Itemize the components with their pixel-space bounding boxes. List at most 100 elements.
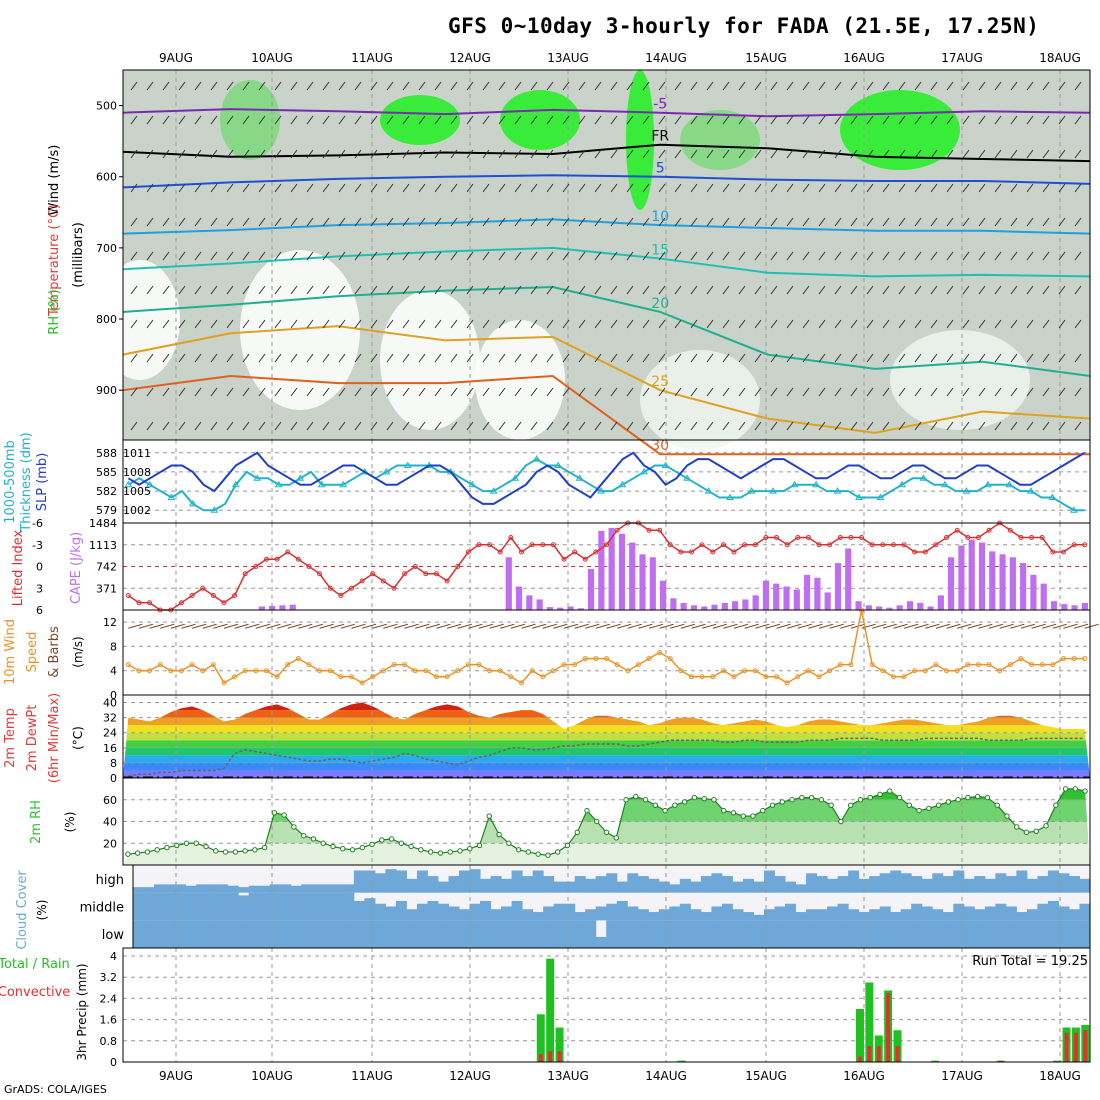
thickness-point bbox=[253, 474, 262, 481]
wind-barb bbox=[498, 81, 506, 91]
wind-speed-point bbox=[518, 680, 524, 686]
cloud-cell bbox=[732, 920, 744, 948]
surface-wind-barb bbox=[160, 623, 175, 629]
wind-barb bbox=[146, 183, 154, 193]
wind-barb bbox=[754, 81, 762, 91]
surface-wind-barb bbox=[404, 623, 419, 629]
surface-wind-barb bbox=[1010, 623, 1025, 629]
wind-barb bbox=[834, 251, 842, 261]
wind-barb bbox=[834, 183, 842, 193]
surface-wind-barb bbox=[245, 623, 260, 629]
cloud-cell bbox=[616, 900, 628, 921]
cloud-cell bbox=[385, 869, 397, 893]
surface-wind-barb bbox=[563, 623, 579, 629]
wind-barb bbox=[610, 319, 618, 329]
cloud-cell bbox=[679, 920, 691, 948]
wind-barb bbox=[594, 285, 602, 295]
li-point bbox=[232, 593, 238, 598]
wind-speed-point bbox=[476, 662, 482, 668]
wind-barb bbox=[194, 149, 202, 159]
cloud-cell bbox=[911, 876, 923, 893]
cloud-cell bbox=[574, 912, 586, 921]
li-point bbox=[1050, 549, 1056, 555]
wind-barb bbox=[162, 319, 170, 329]
wind-speed-point bbox=[1018, 656, 1024, 662]
cloud-cell bbox=[827, 920, 839, 948]
rh2m-point bbox=[779, 799, 786, 805]
bottom-date-label: 11AUG bbox=[351, 1069, 393, 1083]
cloud-cell bbox=[974, 920, 986, 948]
cloud-cell bbox=[490, 920, 502, 948]
thickness-point bbox=[382, 467, 391, 475]
wind-barb bbox=[658, 115, 666, 125]
wind-speed-point bbox=[1071, 656, 1077, 662]
li-point bbox=[859, 535, 865, 540]
cloud-cell bbox=[311, 892, 323, 921]
cape-bar bbox=[845, 548, 852, 610]
cloud-cell bbox=[469, 920, 481, 948]
wind-barb bbox=[546, 115, 554, 125]
precip-ytick-label: 4 bbox=[110, 950, 117, 963]
cloud-cell bbox=[564, 881, 576, 893]
li-point bbox=[178, 600, 184, 606]
isotherm-label: 5 bbox=[656, 161, 665, 177]
wind-barb bbox=[482, 81, 490, 91]
wind-barb bbox=[866, 387, 874, 397]
wind-barb bbox=[402, 387, 410, 397]
wind-barb bbox=[610, 285, 618, 295]
isotherm-label: 20 bbox=[651, 296, 669, 312]
wind-barb bbox=[866, 319, 874, 329]
wind-barb bbox=[642, 353, 650, 363]
rh2m-point bbox=[535, 851, 541, 857]
temp-band bbox=[123, 755, 1090, 763]
wind-barb bbox=[770, 115, 778, 125]
surface-wind-barb bbox=[595, 623, 611, 629]
rh2m-point bbox=[134, 850, 141, 856]
wind-barb bbox=[610, 183, 618, 193]
thickness-point bbox=[661, 461, 670, 469]
surface-wind-barb bbox=[808, 623, 823, 629]
cloud-cell bbox=[1058, 873, 1070, 893]
wind-barb bbox=[290, 183, 298, 193]
wind-barb bbox=[386, 81, 394, 91]
rh2m-point bbox=[506, 840, 512, 846]
li-point bbox=[944, 535, 950, 540]
wind-barb bbox=[1026, 285, 1034, 295]
wind-barb bbox=[850, 217, 858, 227]
cloud-cell bbox=[974, 909, 986, 921]
th-label-2: Thickness (dm) bbox=[19, 432, 34, 532]
li-point bbox=[752, 542, 758, 548]
wind-speed-point bbox=[837, 662, 843, 668]
li-point bbox=[933, 542, 939, 548]
thickness-point bbox=[855, 493, 863, 500]
cloud-cell bbox=[869, 909, 881, 921]
wind-speed-point bbox=[317, 668, 323, 674]
wind-barb bbox=[818, 285, 826, 295]
wind-barb bbox=[1042, 217, 1050, 227]
wind-barb bbox=[322, 421, 330, 431]
thickness-point bbox=[188, 499, 197, 507]
thickness-point bbox=[962, 487, 971, 494]
cape-bar bbox=[1020, 563, 1027, 610]
precip-total-bar bbox=[555, 1027, 564, 1062]
wind-barb bbox=[978, 251, 986, 261]
surface-wind-barb bbox=[415, 623, 430, 629]
li-point bbox=[805, 535, 811, 540]
rh2m-point bbox=[867, 794, 873, 801]
cloud-cell bbox=[984, 906, 996, 921]
wind-barb bbox=[818, 183, 826, 193]
cape-bar bbox=[824, 592, 831, 610]
wind-barb bbox=[466, 387, 474, 397]
wind-speed-point bbox=[253, 668, 259, 674]
wind-barb bbox=[338, 353, 346, 363]
rh2m-point bbox=[662, 807, 668, 814]
rh2m-point bbox=[1062, 786, 1069, 792]
th-ytick-label: 585 bbox=[96, 466, 117, 479]
wind-label-1: 10m Wind bbox=[3, 619, 18, 685]
wind-barb bbox=[818, 353, 826, 363]
wind-barb bbox=[994, 421, 1002, 431]
surface-wind-barb bbox=[988, 623, 1004, 629]
wind-speed-point bbox=[1039, 662, 1045, 668]
wind-speed-point bbox=[433, 674, 439, 680]
wind-barb bbox=[274, 319, 282, 329]
